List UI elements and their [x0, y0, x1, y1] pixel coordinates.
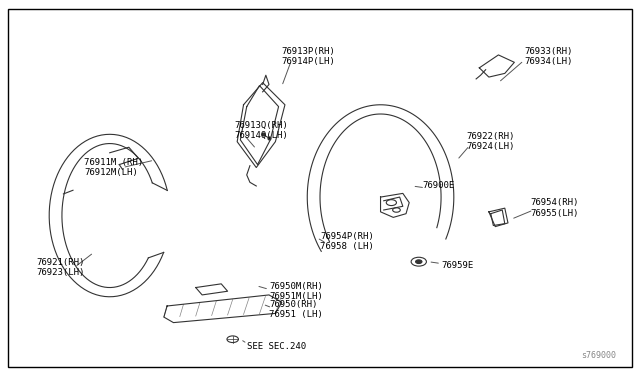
Text: 76913Q(RH)
76914Q(LH): 76913Q(RH) 76914Q(LH) — [234, 121, 288, 140]
Text: 76921(RH)
76923(LH): 76921(RH) 76923(LH) — [36, 257, 85, 277]
Text: SEE SEC.240: SEE SEC.240 — [246, 342, 306, 351]
Text: 76922(RH)
76924(LH): 76922(RH) 76924(LH) — [467, 132, 515, 151]
Circle shape — [415, 260, 422, 263]
Text: 76913P(RH)
76914P(LH): 76913P(RH) 76914P(LH) — [282, 47, 335, 67]
Text: 76950(RH)
76951 (LH): 76950(RH) 76951 (LH) — [269, 300, 323, 320]
Text: 76933(RH)
76934(LH): 76933(RH) 76934(LH) — [524, 47, 572, 67]
Text: 76954P(RH)
76958 (LH): 76954P(RH) 76958 (LH) — [320, 232, 374, 251]
Text: 76954(RH)
76955(LH): 76954(RH) 76955(LH) — [531, 198, 579, 218]
Text: 76950M(RH)
76951M(LH): 76950M(RH) 76951M(LH) — [269, 282, 323, 301]
Text: s769000: s769000 — [581, 350, 616, 359]
Text: 76959E: 76959E — [441, 261, 474, 270]
Text: 76911M (RH)
76912M(LH): 76911M (RH) 76912M(LH) — [84, 158, 143, 177]
Text: 76900E: 76900E — [422, 182, 454, 190]
